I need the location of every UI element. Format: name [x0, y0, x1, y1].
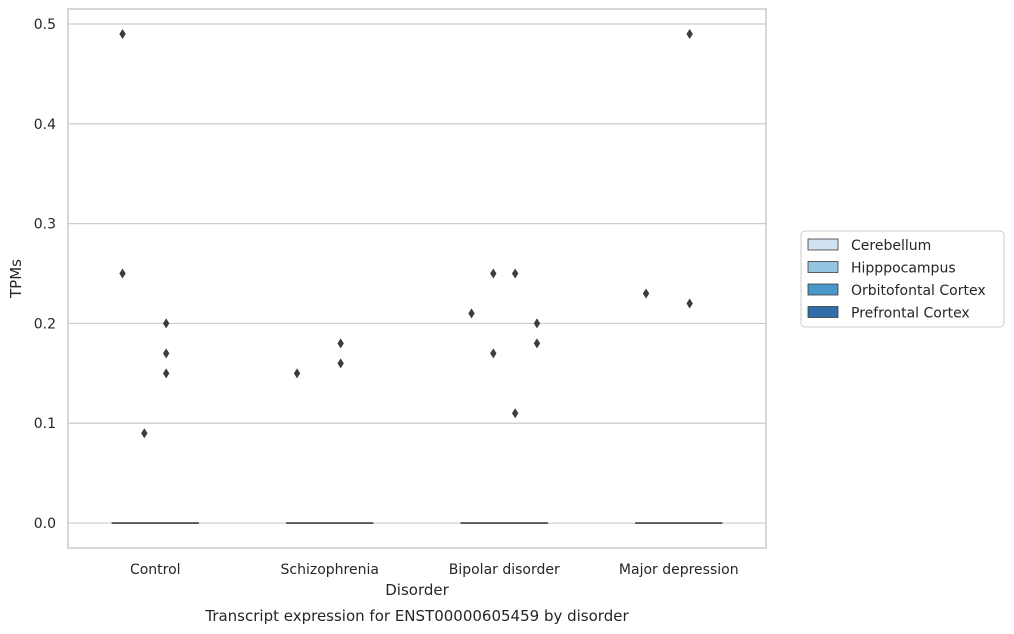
legend-swatch [807, 261, 839, 273]
outlier-point [162, 318, 170, 329]
outlier-point [490, 268, 497, 279]
outlier-point [162, 368, 170, 379]
outlier-point [468, 308, 475, 319]
grid-lines [68, 23, 766, 524]
outlier-point [511, 268, 519, 279]
outlier-point [337, 358, 344, 369]
legend-label: Cerebellum [851, 238, 931, 254]
legend-label: Prefrontal Cortex [851, 306, 970, 322]
outlier-point [686, 298, 693, 309]
legend-swatch [807, 306, 839, 318]
outlier-points [119, 28, 693, 439]
outlier-point [162, 348, 170, 359]
x-tick-label: Control [130, 562, 181, 578]
legend-box [800, 230, 1005, 328]
legend: Cerebellum Hipppocampus Orbitofontal Corte… [800, 230, 1005, 328]
x-axis-ticks: Control Schizophrenia Bipolar disorder Majo… [130, 562, 739, 578]
legend-label: Orbitofontal Cortex [851, 283, 986, 299]
y-tick-label: 0.3 [34, 217, 56, 233]
x-tick-label: Major depression [619, 562, 739, 578]
y-axis-label: TPMs [7, 259, 25, 299]
outlier-point [119, 268, 126, 279]
legend-label: Hipppocampus [851, 261, 956, 277]
y-tick-label: 0.0 [34, 516, 56, 532]
y-tick-label: 0.2 [34, 316, 56, 332]
x-tick-label: Schizophrenia [281, 562, 379, 578]
outlier-point [141, 428, 148, 439]
outlier-point [511, 408, 519, 419]
y-tick-label: 0.1 [34, 416, 56, 432]
outlier-point [533, 318, 541, 329]
chart-caption: Transcript expression for ENST0000060545… [204, 607, 629, 625]
legend-swatch [807, 238, 839, 251]
y-tick-label: 0.4 [34, 117, 56, 133]
outlier-point [686, 28, 693, 39]
outlier-point [642, 288, 650, 299]
y-axis-ticks: 0.0 0.1 0.2 0.3 0.4 0.5 [34, 17, 56, 532]
outlier-point [119, 28, 126, 39]
outlier-point [293, 368, 301, 379]
outlier-point [533, 338, 541, 349]
legend-swatch [807, 283, 839, 296]
x-tick-label: Bipolar disorder [449, 562, 560, 578]
plot-frame [67, 8, 767, 549]
x-axis-label: Disorder [385, 581, 449, 599]
y-tick-label: 0.5 [34, 17, 56, 33]
outlier-point [337, 338, 344, 349]
outlier-point [490, 348, 497, 359]
